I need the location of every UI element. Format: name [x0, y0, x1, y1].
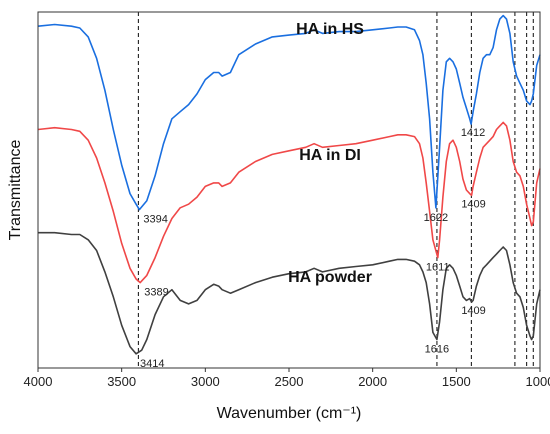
peak-label-8: 1409: [461, 305, 485, 317]
peak-label-0: 3394: [143, 214, 167, 226]
peak-label-4: 1611: [426, 262, 450, 274]
series-group: [37, 14, 541, 355]
peak-label-5: 1409: [461, 198, 485, 210]
series-labels: HA in HS HA in DI HA powder: [288, 21, 372, 286]
x-tick-label-5: 1500: [442, 374, 471, 389]
x-tick-label-3: 2500: [275, 374, 304, 389]
peak-label-3: 3389: [144, 287, 168, 299]
peak-label-2: 1412: [461, 127, 485, 139]
peak-label-6: 3414: [140, 358, 164, 370]
series-line-1: [37, 121, 541, 284]
x-tick-label-1: 3500: [107, 374, 136, 389]
x-axis-label: Wavenumber (cm⁻¹): [217, 405, 362, 422]
peak-label-7: 1616: [425, 344, 449, 356]
x-axis-ticks: 4000 3500 3000 2500 2000 1500 1000: [24, 368, 550, 389]
peak-label-1: 1622: [424, 212, 448, 224]
series-label-1: HA in DI: [299, 147, 361, 164]
peak-labels: 3394 1622 1412 3389 1611 1409 3414 1616 1409: [140, 127, 486, 370]
x-tick-label-6: 1000: [526, 374, 550, 389]
x-tick-label-2: 3000: [191, 374, 220, 389]
series-label-2: HA powder: [288, 269, 372, 286]
x-tick-label-4: 2000: [358, 374, 387, 389]
series-line-2: [38, 231, 541, 355]
series-label-0: HA in HS: [296, 21, 364, 38]
series-line-0: [37, 14, 541, 211]
x-tick-label-0: 4000: [24, 374, 53, 389]
y-axis-label: Transmittance: [7, 140, 24, 241]
